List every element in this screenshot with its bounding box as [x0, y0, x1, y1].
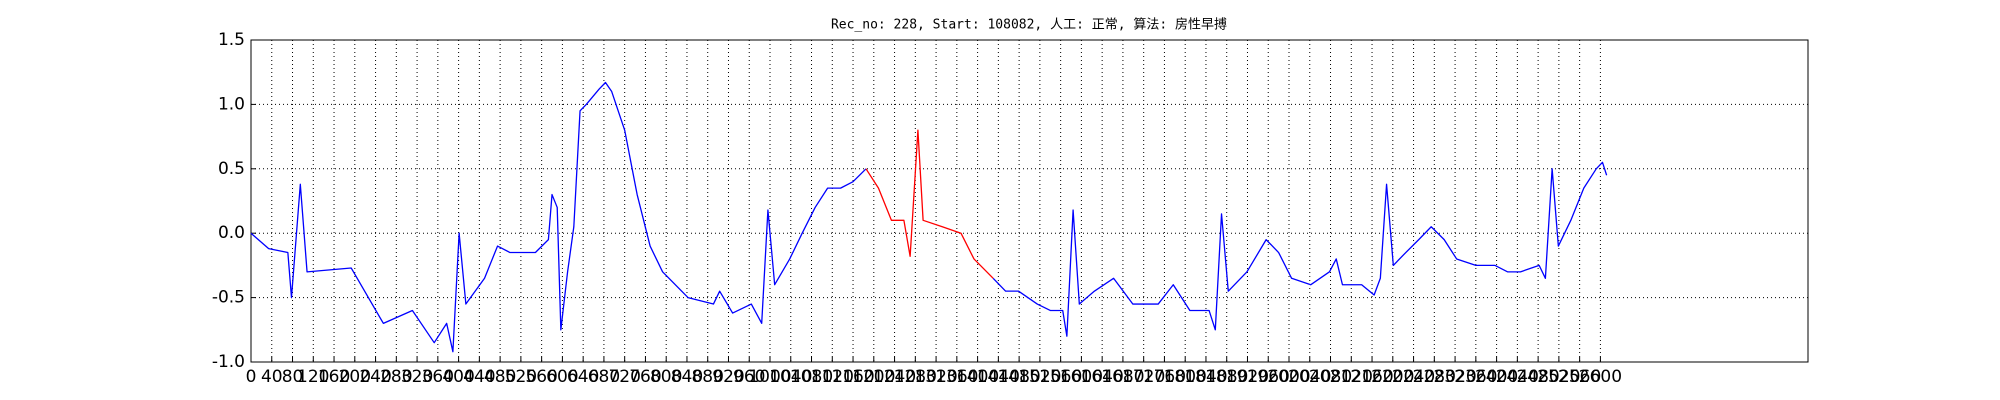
signal-line: [865, 129, 994, 279]
x-tick-label: 2360: [1454, 367, 1497, 387]
x-tick-label: 800: [650, 367, 682, 387]
x-tick-label: 240: [359, 367, 391, 387]
x-tick-label: 2080: [1309, 367, 1352, 387]
x-tick-label: 160: [318, 367, 350, 387]
x-tick-label: 2320: [1433, 367, 1476, 387]
x-tick-label: 2440: [1496, 367, 1539, 387]
x-tick-label: 960: [733, 367, 765, 387]
x-tick-label: 1960: [1247, 367, 1290, 387]
x-tick-label: 2600: [1579, 367, 1622, 387]
x-tick-label: 920: [712, 367, 744, 387]
x-tick-label: 2560: [1558, 367, 1601, 387]
x-tick-label: 120: [297, 367, 329, 387]
x-tick-label: 2280: [1413, 367, 1456, 387]
y-tick-label: 0.5: [218, 159, 245, 179]
x-tick-label: 640: [567, 367, 599, 387]
x-tick-label: 2160: [1350, 367, 1393, 387]
x-tick-label: 2120: [1330, 367, 1373, 387]
x-tick-label: 1200: [852, 367, 895, 387]
x-tick-label: 1600: [1060, 367, 1103, 387]
x-tick-label: 2400: [1475, 367, 1518, 387]
x-tick-label: 1640: [1081, 367, 1124, 387]
x-tick-label: 80: [282, 367, 304, 387]
x-tick-label: 840: [671, 367, 703, 387]
y-tick-label: -0.5: [212, 288, 245, 308]
x-tick-label: 760: [629, 367, 661, 387]
x-tick-label: 320: [401, 367, 433, 387]
x-tick-label: 2000: [1267, 367, 1310, 387]
x-tick-label: 1680: [1101, 367, 1144, 387]
x-tick-label: 1920: [1226, 367, 1269, 387]
x-tick-label: 2040: [1288, 367, 1331, 387]
x-tick-label: 1240: [873, 367, 916, 387]
x-tick-label: 0: [246, 367, 257, 387]
x-tick-label: 1760: [1143, 367, 1186, 387]
x-tick-label: 1400: [956, 367, 999, 387]
signal-line: [250, 81, 1608, 353]
x-tick-label: 1120: [811, 367, 854, 387]
x-tick-label: 1880: [1205, 367, 1248, 387]
x-tick-label: 1000: [748, 367, 791, 387]
x-tick-label: 1080: [790, 367, 833, 387]
x-tick-label: 2480: [1516, 367, 1559, 387]
chart-title: Rec_no: 228, Start: 108082, 人工: 正常, 算法: …: [831, 17, 1227, 33]
x-tick-label: 2520: [1537, 367, 1580, 387]
x-tick-label: 520: [505, 367, 537, 387]
x-tick-label: 480: [484, 367, 516, 387]
plot-frame: [250, 39, 1809, 363]
y-tick-label: 1.5: [218, 30, 245, 50]
x-tick-label: 880: [691, 367, 723, 387]
x-tick-label: 680: [588, 367, 620, 387]
x-tick-label: 1480: [997, 367, 1040, 387]
x-tick-label: 40: [261, 367, 283, 387]
x-tick-label: 600: [546, 367, 578, 387]
x-tick-label: 1160: [831, 367, 874, 387]
x-tick-label: 1280: [894, 367, 937, 387]
x-tick-label: 200: [339, 367, 371, 387]
x-tick-label: 1360: [935, 367, 978, 387]
x-tick-label: 360: [422, 367, 454, 387]
x-tick-label: 560: [525, 367, 557, 387]
y-tick-label: -1.0: [212, 352, 245, 372]
x-tick-label: 2240: [1392, 367, 1435, 387]
y-tick-label: 1.0: [218, 94, 245, 114]
x-tick-label: 1520: [1018, 367, 1061, 387]
x-tick-label: 720: [608, 367, 640, 387]
x-tick-label: 1560: [1039, 367, 1082, 387]
x-tick-label: 280: [380, 367, 412, 387]
x-tick-label: 2200: [1371, 367, 1414, 387]
y-tick-label: 0.0: [218, 223, 245, 243]
x-tick-label: 440: [463, 367, 495, 387]
x-tick-label: 1720: [1122, 367, 1165, 387]
x-tick-label: 1800: [1164, 367, 1207, 387]
x-tick-label: 1840: [1184, 367, 1227, 387]
x-tick-label: 400: [442, 367, 474, 387]
x-tick-label: 1320: [914, 367, 957, 387]
x-tick-label: 1040: [769, 367, 812, 387]
x-tick-label: 1440: [977, 367, 1020, 387]
